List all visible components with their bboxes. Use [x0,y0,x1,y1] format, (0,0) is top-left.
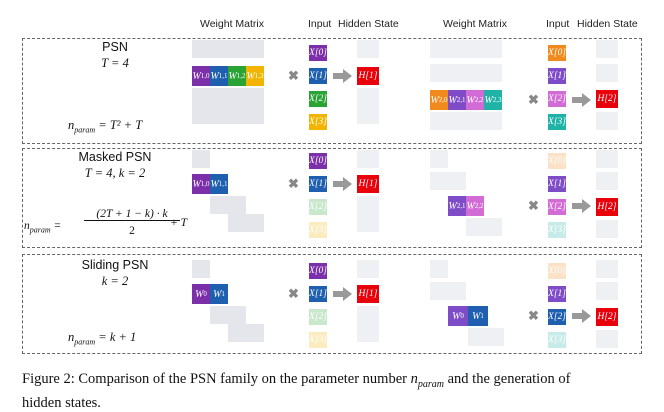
weight-w22: W 2,2 [466,90,484,110]
header-input-right: Input [546,18,570,30]
arrow-right-icon [333,69,352,83]
multiply-icon: ✖ [288,286,299,301]
row-setting-sliding-psn: k = 2 [101,274,129,288]
input-x2: X[2] [308,198,328,216]
weight-w12: W 1,2 [228,66,246,86]
row-title-sliding-psn: Sliding PSN [81,258,149,272]
multiply-icon: ✖ [288,176,299,191]
weight-w22: W 2,2 [466,196,484,216]
panel-sliding-psn [22,254,642,354]
nparam-label-masked-psn: nparam = [24,220,62,235]
multiply-icon: ✖ [528,198,539,213]
weight-w10: W 1,0 [192,66,210,86]
weight-w23: W 2,3 [484,90,502,110]
weight-w11: W 1,1 [210,66,228,86]
multiply-icon: ✖ [528,92,539,107]
hidden-h2: H[2] [596,90,618,108]
input-x1: X[1] [308,67,328,85]
input-x0: X[0] [547,152,567,170]
weight-w11: W 1,1 [210,174,228,194]
row-title-psn: PSN [102,40,128,54]
input-x2: X[2] [308,308,328,326]
weight-w21: W 2,1 [448,196,466,216]
figure-caption: Figure 2: Comparison of the PSN family o… [22,371,571,411]
arrow-right-icon [333,287,352,301]
nparam-formula-psn: nparam = T² + T [68,118,143,135]
multiply-icon: ✖ [528,308,539,323]
panel-masked-psn [22,148,642,248]
input-x2: X[2] [547,198,567,216]
nparam-fraction-denominator: 2 [129,225,135,237]
input-x3: X[3] [547,113,567,131]
nparam-formula-sliding: nparam = k + 1 [68,330,137,347]
input-x1: X[1] [547,67,567,85]
input-x3: X[3] [308,113,328,131]
input-x0: X[0] [308,44,328,62]
row-setting-psn: T = 4 [101,56,129,70]
input-x3: X[3] [308,221,328,239]
header-input-left: Input [308,18,332,30]
input-x3: X[3] [308,331,328,349]
arrow-right-icon [572,199,591,213]
input-x3: X[3] [547,331,567,349]
row-setting-masked-psn: T = 4, k = 2 [84,166,146,180]
hidden-h2: H[2] [596,198,618,216]
nparam-fraction-tail: + T [170,217,188,229]
input-x1: X[1] [308,175,328,193]
input-x0: X[0] [308,152,328,170]
weight-w10: W 1,0 [192,174,210,194]
weight-w20: W 2,0 [430,90,448,110]
input-x0: X[0] [547,262,567,280]
input-x2: X[2] [547,308,567,326]
hidden-h2: H[2] [596,308,618,326]
row-title-masked-psn: Masked PSN [78,150,152,164]
header-weight-matrix-left: Weight Matrix [200,18,264,30]
input-x2: X[2] [308,90,328,108]
header-weight-matrix-right: Weight Matrix [443,18,507,30]
input-x1: X[1] [547,175,567,193]
nparam-fraction-numerator: (2T + 1 − k) · k [84,208,180,221]
arrow-right-icon [572,93,591,107]
arrow-right-icon [572,309,591,323]
hidden-h1: H[1] [357,285,379,303]
weight-w13: W 1,3 [246,66,264,86]
weight-w21: W 2,1 [448,90,466,110]
header-hidden-state-right: Hidden State [577,18,638,30]
input-x3: X[3] [547,221,567,239]
hidden-h1: H[1] [357,175,379,193]
input-x1: X[1] [547,285,567,303]
header-hidden-state-left: Hidden State [338,18,399,30]
input-x0: X[0] [308,262,328,280]
panel-psn [22,38,642,144]
multiply-icon: ✖ [288,68,299,83]
input-x2: X[2] [547,90,567,108]
input-x1: X[1] [308,285,328,303]
hidden-h1: H[1] [357,67,379,85]
input-x0: X[0] [547,44,567,62]
arrow-right-icon [333,177,352,191]
